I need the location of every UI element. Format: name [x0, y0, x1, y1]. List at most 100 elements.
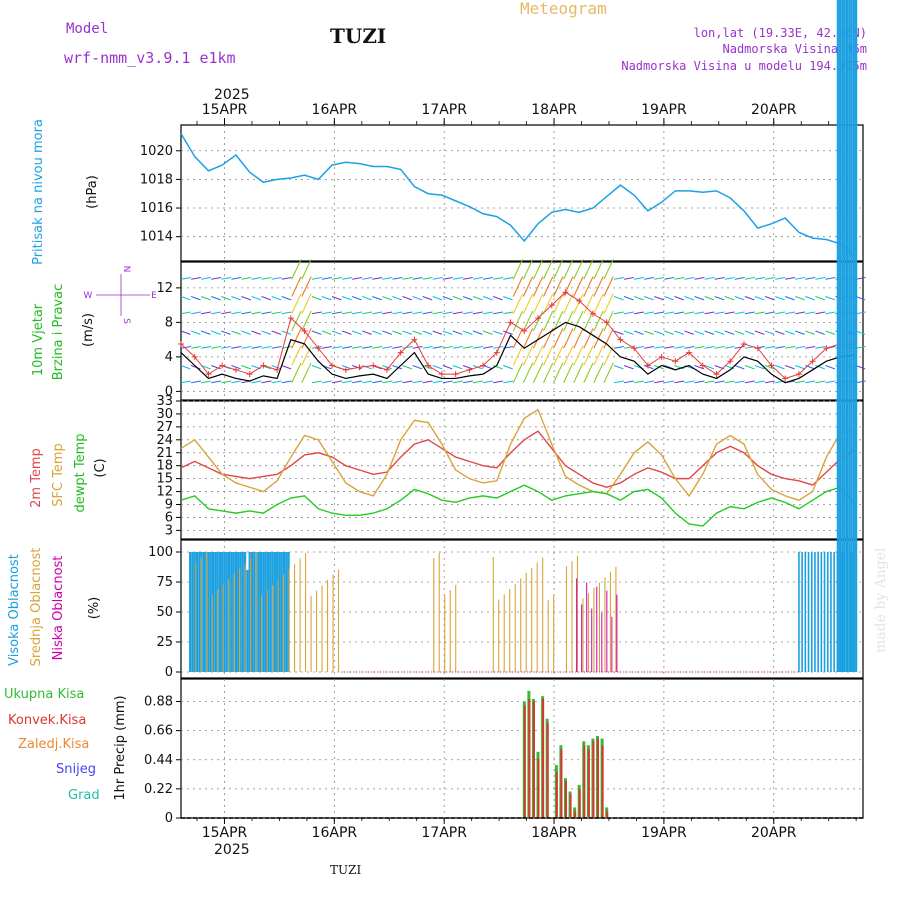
wind-arrow	[462, 311, 473, 315]
wind-arrow	[825, 276, 836, 280]
precip-conv-bar	[606, 811, 609, 818]
wind-arrow	[482, 311, 494, 315]
wind-gust-marker	[219, 362, 226, 369]
wind-arrow	[362, 295, 372, 301]
wind-arrow	[281, 311, 292, 315]
wind-arrow	[261, 276, 272, 280]
wind-arrow	[241, 330, 252, 335]
wind-gust-marker	[521, 328, 528, 334]
wind-arrow	[231, 345, 242, 349]
wind-arrow	[472, 295, 483, 301]
wind-arrow	[694, 276, 705, 280]
wind-arrow	[472, 380, 483, 384]
wind-arrow	[281, 380, 292, 384]
wind-arrow	[623, 276, 635, 280]
y-tick-label: 0	[165, 811, 173, 826]
wind-arrow	[724, 276, 735, 280]
day-label-bottom: 16APR	[312, 825, 358, 841]
day-label-top: 16APR	[312, 102, 358, 118]
wind-arrow	[573, 293, 584, 314]
wind-arrow	[553, 276, 564, 297]
wind-gust-marker	[232, 366, 239, 373]
panel-frame	[180, 400, 864, 540]
wind-arrow	[623, 295, 634, 301]
wind-arrow	[452, 364, 463, 370]
wind-arrow	[583, 293, 594, 314]
wind-label-2: Brzina i Pravac	[51, 284, 66, 381]
wind-arrow	[764, 364, 775, 370]
precip-conv-bar	[537, 758, 540, 818]
wind-arrow	[301, 276, 312, 297]
wind-arrow	[805, 311, 816, 315]
wind-arrow	[372, 276, 383, 280]
wind-arrow	[553, 310, 564, 332]
wind-arrow	[795, 330, 805, 335]
y-tick-label: 0	[165, 665, 173, 680]
wind-arrow	[623, 330, 634, 335]
wind-arrow	[180, 276, 191, 280]
wind-arrow	[221, 276, 232, 280]
wind-arrow	[593, 310, 604, 332]
wind-arrow	[301, 362, 312, 383]
wind-gust-marker	[315, 345, 322, 352]
wind-arrow	[392, 380, 403, 384]
wind-arrow	[231, 330, 241, 335]
day-label-bottom: 15APR	[202, 825, 248, 841]
wind-arrow	[301, 293, 312, 314]
wind-arrow	[784, 295, 795, 301]
location-title: TUZI	[330, 24, 386, 48]
y-tick-label: 33	[156, 394, 173, 409]
wind-arrow	[644, 276, 655, 280]
wind-arrow	[764, 295, 775, 301]
wind-arrow	[734, 380, 745, 384]
wind-arrow	[462, 364, 473, 370]
y-tick-label: 0	[165, 384, 173, 399]
wind-arrow	[815, 295, 825, 301]
wind-arrow	[714, 345, 725, 349]
wind-gust-marker	[205, 371, 212, 378]
wind-arrow	[392, 345, 403, 349]
precip-conv-bar	[597, 738, 600, 818]
wind-arrow	[281, 364, 292, 370]
y-tick-label: 12	[156, 485, 173, 500]
wind-arrow	[382, 276, 393, 280]
wind-gust-marker	[438, 371, 445, 378]
wind-arrow	[532, 293, 544, 314]
wind-arrow	[351, 295, 362, 301]
wind-arrow	[180, 345, 191, 349]
wind-arrow	[522, 345, 534, 366]
wind-arrow	[654, 276, 665, 280]
wind-arrow	[644, 311, 655, 315]
wind-arrow	[482, 364, 493, 370]
y-tick-label: 25	[156, 635, 173, 650]
wind-arrow	[503, 276, 514, 280]
wind-arrow	[442, 311, 453, 315]
wind-arrow	[482, 380, 494, 384]
pressure-panel: 1014 1016 1018 1020	[140, 124, 864, 262]
wind-arrow	[261, 295, 272, 301]
y-tick-label: 8	[165, 315, 173, 330]
y-tick-label: 1014	[140, 230, 173, 245]
wind-gust-marker	[260, 362, 267, 369]
wind-arrow	[522, 362, 534, 383]
wind-arrow	[593, 276, 604, 297]
wind-arrow	[512, 345, 524, 366]
wind-arrow	[311, 330, 322, 335]
wind-arrow	[532, 328, 544, 349]
wind-arrow	[764, 380, 775, 384]
precip-conv-bar	[528, 698, 531, 818]
wind-arrow	[442, 276, 453, 280]
precip-legend-frozen: Zaledj.Kisa	[18, 737, 89, 752]
wind-gust-marker	[658, 353, 665, 360]
wind-arrow	[372, 295, 382, 301]
wind-arrow	[714, 330, 725, 335]
wind-arrow	[271, 380, 282, 384]
wind-gust-marker	[768, 362, 775, 369]
wind-arrow	[815, 345, 826, 349]
wind-arrow	[734, 295, 745, 301]
wind-arrow	[503, 380, 514, 384]
wind-arrow	[623, 380, 635, 384]
wind-arrow	[754, 364, 765, 370]
wind-arrow	[362, 276, 373, 280]
